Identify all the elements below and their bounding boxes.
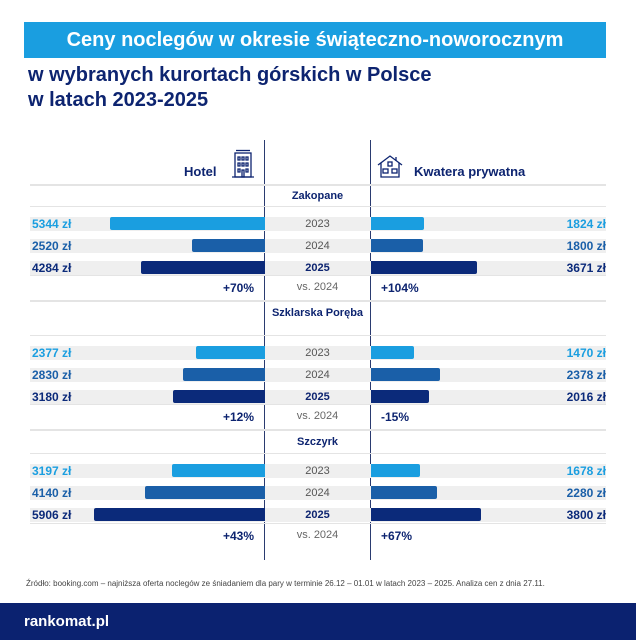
hotel-bar [93,508,265,521]
row-background [30,368,606,382]
title-banner: Ceny noclegów w okresie świąteczno-nowor… [24,22,606,58]
rankomat-logo: rankomat.pl [24,613,110,630]
private-value: 2280 zł [566,486,606,500]
hotel-change: +43% [222,529,254,543]
hotel-bar [144,486,265,499]
row-divider [30,335,606,336]
private-value: 3671 zł [566,261,606,275]
year-label: 2024 [305,240,330,252]
hotel-bar [196,346,265,359]
private-bar [371,239,424,252]
private-value: 1470 zł [566,346,606,360]
hotel-value: 4140 zł [32,486,72,500]
hotel-bar [191,239,265,252]
section-divider [30,300,606,302]
hotel-value: 5344 zł [32,217,72,231]
house-icon [377,155,403,178]
city-label: Szklarska Poręba [271,307,364,319]
hotel-bar [172,464,265,477]
source-note: Źródło: booking.com – najniższa oferta n… [26,579,545,588]
hotel-value: 2377 zł [32,346,72,360]
hotel-building-icon [232,149,254,178]
hotel-bar [182,368,265,381]
year-label: 2023 [305,465,330,477]
year-label: 2025 [305,391,330,403]
column-header-hotel: Hotel [184,164,217,179]
hotel-change: +12% [222,410,254,424]
private-bar [371,217,424,230]
section-divider [30,429,606,431]
private-bar [371,346,414,359]
private-value: 1678 zł [566,464,606,478]
hotel-value: 4284 zł [32,261,72,275]
column-header-private: Kwatera prywatna [414,164,526,179]
row-divider [30,404,606,405]
hotel-value: 2520 zł [32,239,72,253]
hotel-bar [140,261,265,274]
hotel-bar [172,390,265,403]
private-value: 1800 zł [566,239,606,253]
subtitle-line-1: w wybranych kurortach górskich w Polsce [28,64,432,86]
private-change: +104% [381,281,419,295]
private-change: -15% [381,410,410,424]
row-divider [30,275,606,276]
comparison-label: vs. 2024 [296,410,339,422]
year-label: 2024 [305,369,330,381]
hotel-value: 3197 zł [32,464,72,478]
private-bar [371,464,420,477]
private-bar [371,486,438,499]
hotel-value: 5906 zł [32,508,72,522]
private-bar [371,508,482,521]
footer-bar: rankomat.pl [0,603,636,640]
private-bar [371,390,430,403]
city-label: Szczyrk [297,436,338,448]
comparison-label: vs. 2024 [296,281,339,293]
year-label: 2023 [305,347,330,359]
row-divider [30,453,606,454]
year-label: 2023 [305,218,330,230]
city-label: Zakopane [291,190,344,202]
subtitle-line-2: w latach 2023-2025 [28,89,209,111]
private-value: 3800 zł [566,508,606,522]
private-change: +67% [381,529,413,543]
row-divider [30,206,606,207]
private-value: 2378 zł [566,368,606,382]
year-label: 2025 [305,509,330,521]
header-divider [30,184,606,186]
comparison-label: vs. 2024 [296,529,339,541]
hotel-bar [110,217,265,230]
private-bar [371,261,478,274]
private-value: 1824 zł [566,217,606,231]
row-divider [30,523,606,524]
private-value: 2016 zł [566,390,606,404]
hotel-value: 3180 zł [32,390,72,404]
hotel-change: +70% [222,281,254,295]
year-label: 2024 [305,487,330,499]
hotel-value: 2830 zł [32,368,72,382]
row-background [30,239,606,253]
private-bar [371,368,440,381]
row-background [30,346,606,360]
year-label: 2025 [305,262,330,274]
